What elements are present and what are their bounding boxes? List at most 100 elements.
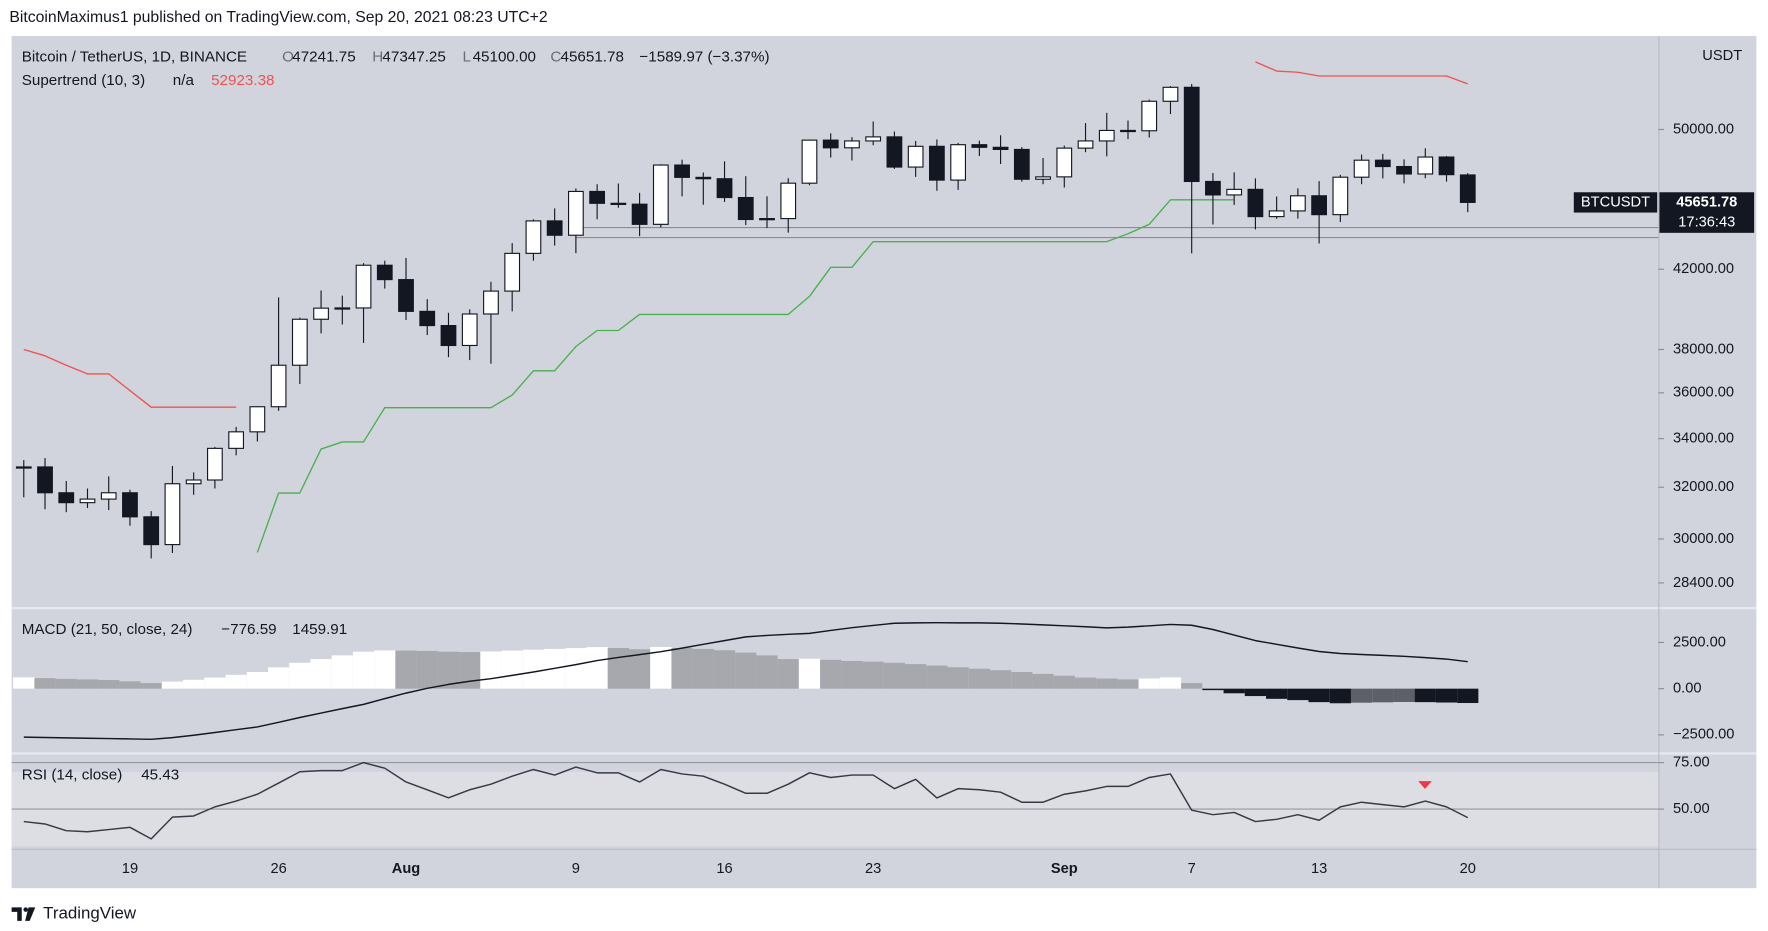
- candle-body: [801, 139, 818, 184]
- candle-body: [79, 498, 96, 504]
- macd-histogram-bar: [1117, 679, 1139, 689]
- candle-body: [249, 406, 266, 433]
- legend-value: 45651.78: [561, 48, 624, 65]
- macd-histogram-bar: [671, 647, 693, 689]
- macd-histogram-bar: [947, 667, 969, 689]
- macd-histogram-bar: [459, 652, 481, 689]
- macd-histogram-bar: [1074, 677, 1097, 689]
- macd-histogram-bar: [1287, 688, 1309, 701]
- y-tick-label: 50000.00: [1673, 121, 1734, 137]
- candle-body: [1183, 86, 1200, 183]
- y-tick-label: −2500.00: [1673, 727, 1734, 743]
- candle-body: [37, 466, 53, 494]
- y-tick-label: 75.00: [1673, 754, 1710, 770]
- countdown-label: 17:36:43: [1678, 215, 1735, 231]
- macd-histogram-bar: [777, 659, 799, 689]
- macd-histogram-bar: [798, 658, 821, 689]
- candle-body: [1311, 195, 1328, 216]
- candle-body: [568, 190, 584, 236]
- macd-legend: MACD (21, 50, close, 24) −776.59 1459.91: [22, 621, 347, 638]
- candle-body: [376, 264, 393, 281]
- logo-mark: [23, 907, 28, 912]
- candle-body: [291, 318, 308, 366]
- macd-histogram-bar: [1032, 673, 1054, 689]
- legend-value: 52923.38: [211, 72, 274, 89]
- supertrend-legend: Supertrend (10, 3) n/a 52923.38: [22, 72, 275, 89]
- macd-histogram-bar: [735, 652, 757, 689]
- macd-histogram-bar: [1457, 688, 1479, 704]
- x-tick-label: 26: [270, 861, 286, 877]
- x-tick-label: 23: [865, 861, 881, 877]
- y-tick-label: 42000.00: [1673, 261, 1734, 277]
- legend-key: C: [550, 48, 561, 65]
- macd-histogram-bar: [1138, 678, 1160, 689]
- legend-status: n/a: [173, 72, 195, 89]
- price-legend: Bitcoin / TetherUS, 1D, BINANCE O 47241.…: [22, 48, 770, 65]
- candle-body: [228, 431, 245, 449]
- candle-body: [1396, 165, 1412, 175]
- candle-body: [1013, 148, 1030, 180]
- macd-histogram-bar: [1393, 688, 1415, 702]
- price-tag-label: 45651.78: [1676, 194, 1737, 210]
- candle-body: [652, 164, 669, 225]
- macd-histogram-bar: [289, 662, 311, 689]
- macd-histogram-bar: [1372, 688, 1394, 703]
- candle-body: [100, 492, 117, 500]
- x-tick-label: Sep: [1051, 861, 1078, 877]
- y-tick-label: 30000.00: [1673, 531, 1734, 547]
- macd-histogram-bar: [756, 655, 778, 689]
- candle-body: [355, 264, 372, 309]
- chart-background: [11, 36, 1757, 889]
- legend-value: 1459.91: [292, 621, 347, 638]
- candle-body: [1141, 100, 1158, 132]
- y-tick-label: 32000.00: [1673, 479, 1734, 495]
- macd-histogram-bar: [267, 667, 290, 689]
- macd-histogram-bar: [841, 660, 863, 689]
- macd-histogram-bar: [565, 648, 587, 689]
- macd-histogram-bar: [820, 659, 842, 689]
- legend-value: 47241.75: [292, 48, 355, 65]
- candle-body: [143, 516, 160, 546]
- macd-histogram-bar: [352, 651, 375, 689]
- macd-histogram-bar: [246, 672, 268, 689]
- macd-histogram-bar: [1350, 688, 1373, 703]
- candle-body: [1162, 86, 1179, 102]
- macd-histogram-bar: [480, 651, 502, 689]
- candle-body: [1035, 176, 1051, 180]
- macd-histogram-bar: [1159, 677, 1182, 689]
- macd-line: [23, 621, 1468, 741]
- macd-histogram-bar: [926, 665, 948, 689]
- macd-histogram-bar: [437, 651, 460, 689]
- candle-body: [270, 364, 287, 408]
- candle-body: [716, 178, 733, 199]
- macd-histogram-bar: [1096, 678, 1118, 689]
- macd-histogram-bar: [119, 681, 141, 689]
- candle-body: [207, 447, 223, 481]
- candle-body: [907, 145, 924, 168]
- candle-body: [928, 145, 945, 181]
- macd-histogram-bar: [1414, 688, 1436, 703]
- candle-body: [950, 144, 967, 181]
- candle-body: [122, 492, 138, 518]
- legend-title: Bitcoin / TetherUS, 1D, BINANCE: [22, 48, 247, 65]
- candle-body: [504, 252, 521, 292]
- macd-histogram-bar: [1202, 688, 1224, 691]
- candle-body: [1417, 156, 1434, 175]
- candle-body: [865, 136, 882, 142]
- candle-body: [58, 492, 75, 504]
- supertrend-line: [23, 61, 1468, 408]
- x-tick-label: 7: [1188, 861, 1196, 877]
- candle-body: [1226, 188, 1243, 196]
- macd-histogram-bar: [161, 681, 184, 689]
- price-tag: [1659, 192, 1755, 233]
- macd-histogram-bar: [968, 668, 990, 689]
- legend-title: Supertrend (10, 3): [22, 72, 145, 89]
- candle-body: [164, 483, 181, 546]
- macd-histogram-bar: [883, 662, 906, 689]
- macd-histogram-bar: [607, 647, 629, 689]
- supertrend-line: [256, 199, 1235, 553]
- macd-histogram-bar: [1329, 688, 1351, 704]
- macd-histogram-bar: [13, 677, 35, 689]
- candle-body: [1098, 129, 1115, 142]
